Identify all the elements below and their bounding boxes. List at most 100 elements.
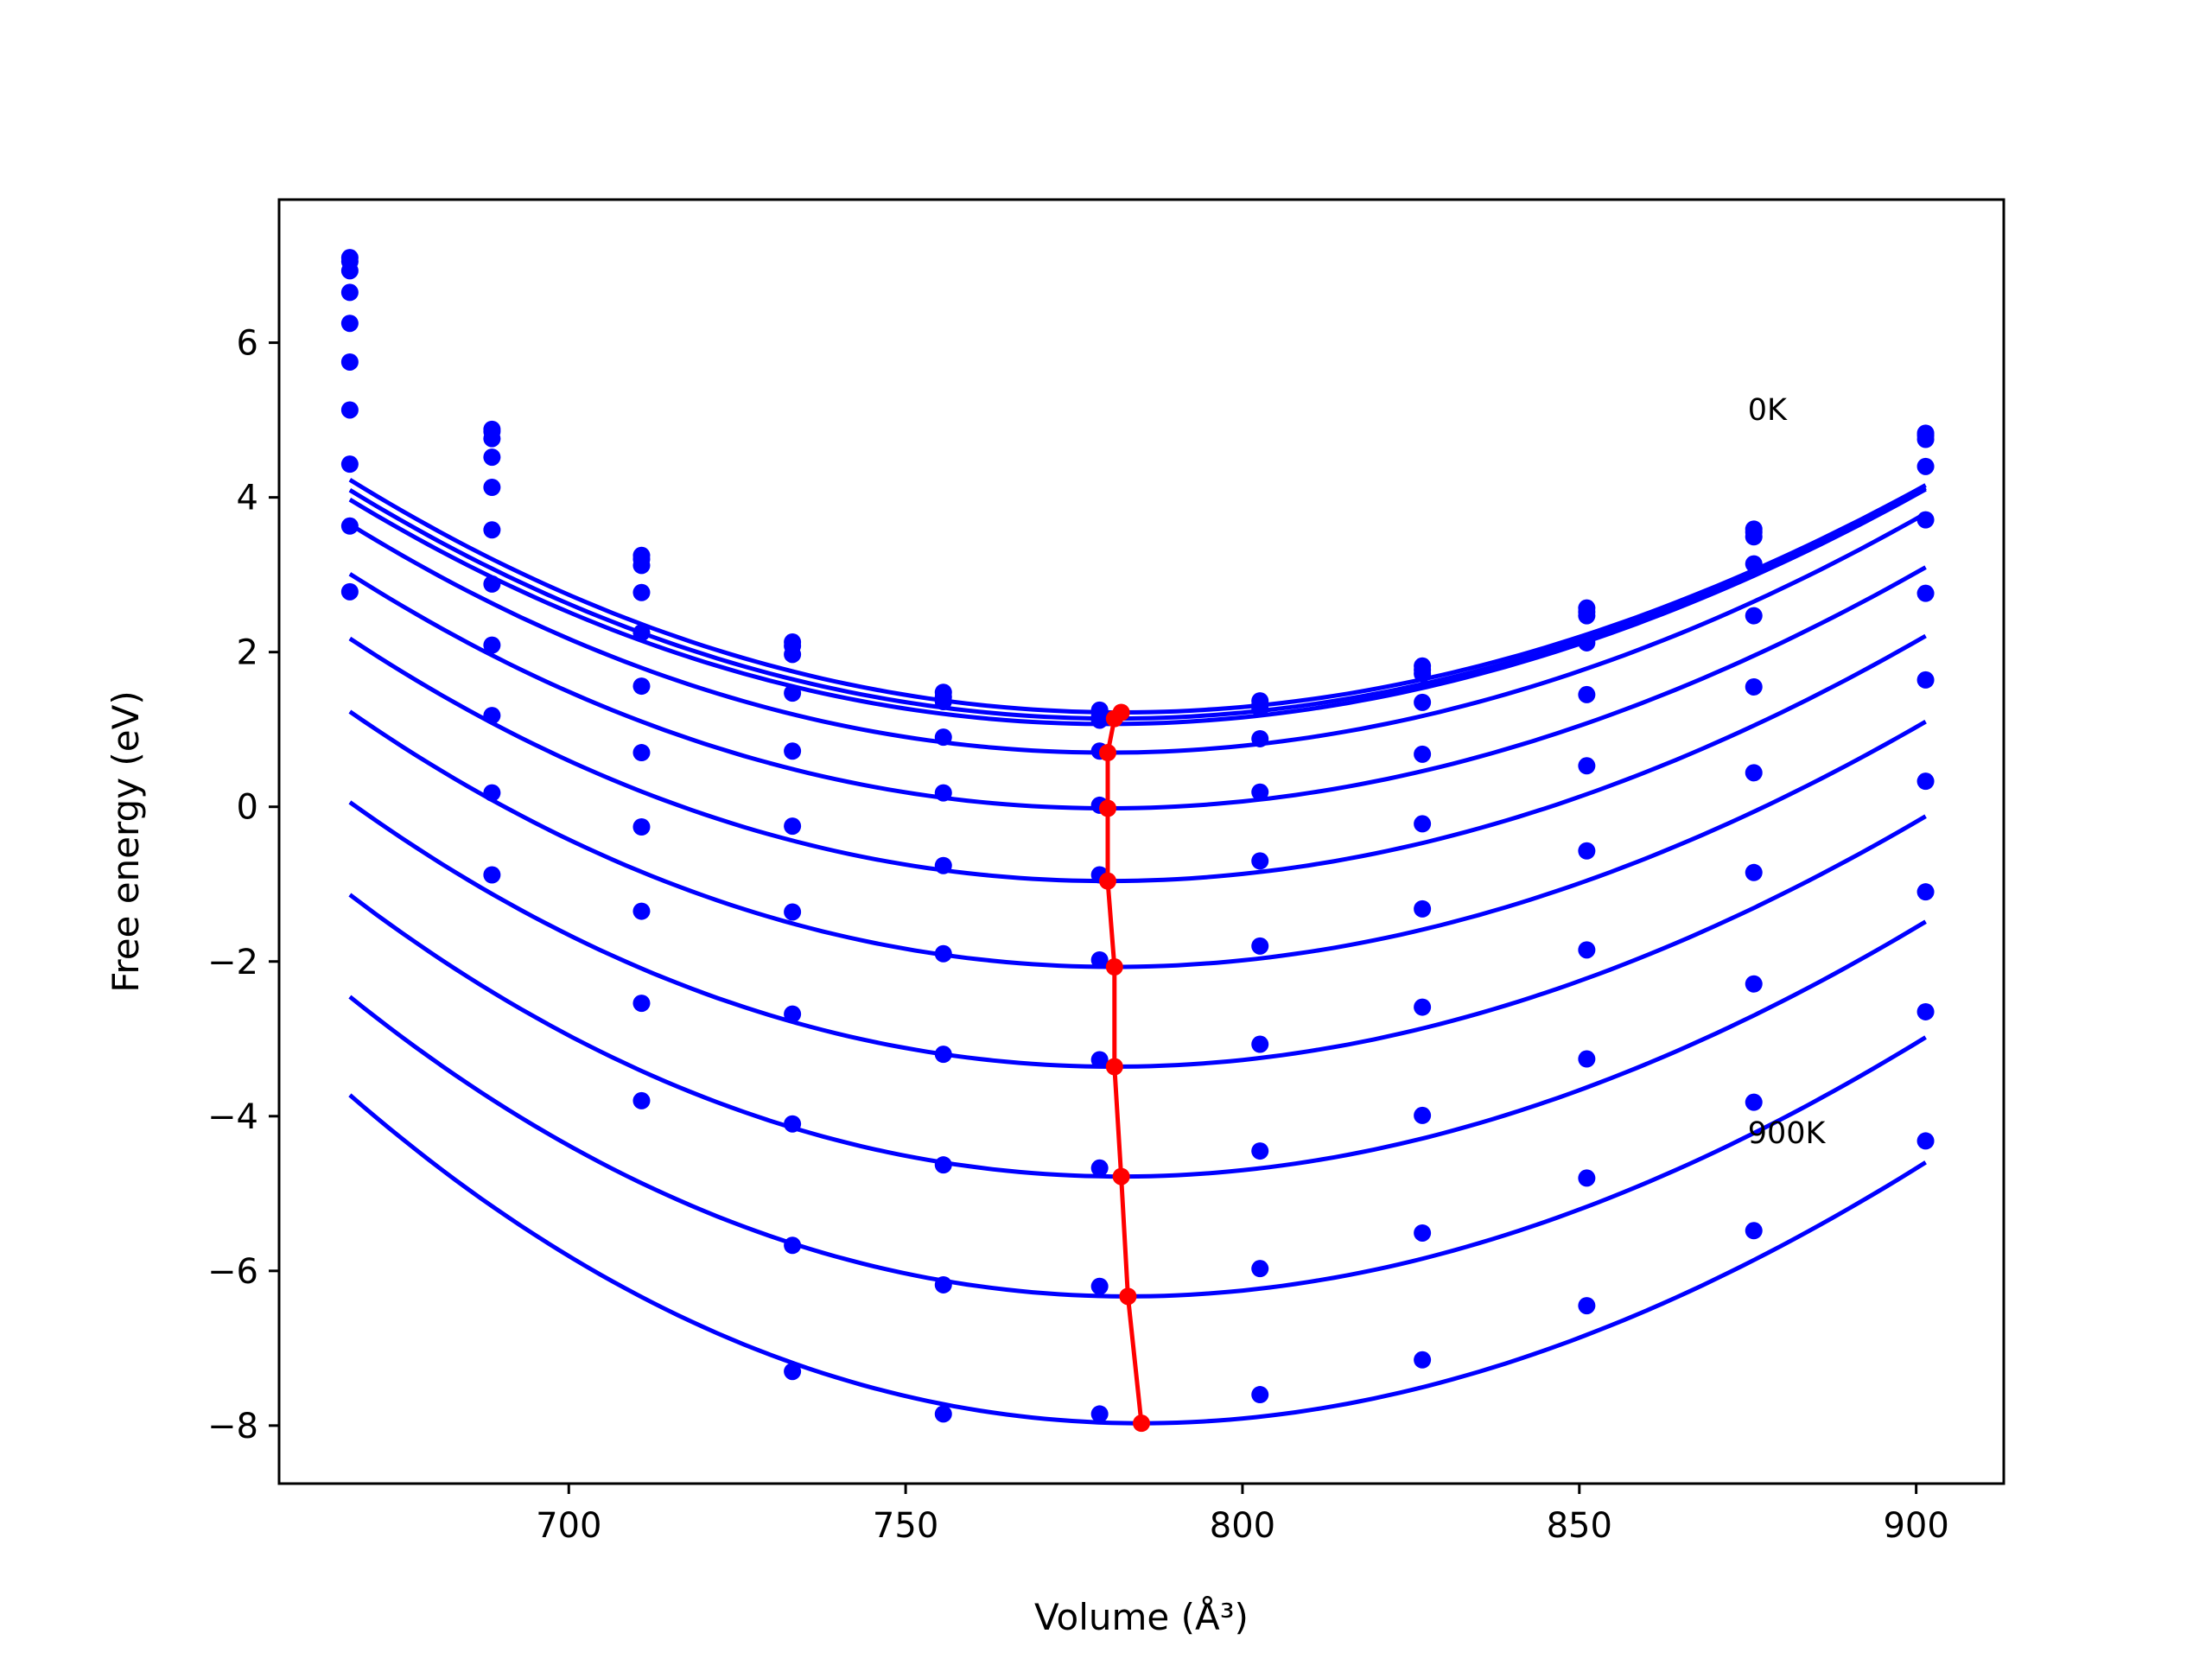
data-point-6-5 [1090, 950, 1109, 969]
x-axis-ticks: 700 750 800 850 900 [536, 1484, 1949, 1546]
minimum-point-8 [1119, 1287, 1137, 1306]
data-point-7-1 [483, 636, 501, 654]
data-point-10-1 [483, 866, 501, 884]
data-point-7-0 [340, 455, 359, 474]
data-point-3-0 [340, 283, 359, 302]
data-point-7-8 [1578, 941, 1596, 959]
y-tick-label-3: −2 [207, 943, 258, 982]
data-point-10-9 [1745, 1222, 1763, 1240]
data-point-4-7 [1414, 745, 1432, 763]
fit-curve-9 [348, 995, 1927, 1299]
data-point-4-10 [1916, 511, 1935, 529]
data-point-8-2 [632, 902, 651, 920]
y-tick-label-4: 0 [237, 788, 258, 828]
data-point-10-6 [1251, 1386, 1269, 1404]
y-axis-title: Free energy (eV) [105, 690, 147, 993]
data-point-3-2 [632, 583, 651, 601]
y-tick-label-5: 2 [237, 633, 258, 673]
data-point-10-10 [1916, 1132, 1935, 1150]
data-point-7-9 [1745, 863, 1763, 881]
data-point-2-10 [1916, 430, 1935, 448]
minimum-point-2 [1099, 744, 1117, 762]
data-point-8-5 [1090, 1159, 1109, 1177]
data-point-2-0 [340, 262, 359, 280]
data-point-8-1 [483, 707, 501, 725]
fit-curve-2 [348, 487, 1927, 727]
data-point-5-10 [1916, 584, 1935, 602]
data-point-10-8 [1578, 1297, 1596, 1315]
data-point-4-3 [784, 742, 802, 760]
data-point-6-0 [340, 401, 359, 419]
data-point-2-1 [483, 429, 501, 448]
data-point-5-1 [483, 521, 501, 539]
data-point-8-9 [1745, 975, 1763, 993]
data-point-5-8 [1578, 757, 1596, 775]
x-tick-label-4: 900 [1883, 1506, 1948, 1546]
data-point-2-5 [1090, 711, 1109, 729]
minimum-point-3 [1099, 799, 1117, 817]
data-point-6-9 [1745, 764, 1763, 782]
data-point-4-1 [483, 479, 501, 497]
data-point-9-5 [1090, 1277, 1109, 1295]
data-point-4-0 [340, 315, 359, 333]
fit-curve-8 [348, 893, 1927, 1179]
data-point-5-2 [632, 677, 651, 696]
data-point-5-7 [1414, 815, 1432, 833]
data-point-9-9 [1745, 1093, 1763, 1111]
data-point-2-7 [1414, 664, 1432, 683]
data-point-2-4 [934, 692, 952, 710]
fit-curve-5 [348, 633, 1927, 884]
y-axis-ticks: −8 −6 −4 −2 0 2 4 6 [207, 324, 279, 1446]
data-point-6-8 [1578, 842, 1596, 860]
data-point-9-1 [483, 784, 501, 802]
data-point-8-4 [934, 1156, 952, 1174]
data-point-9-2 [632, 995, 651, 1013]
data-point-9-6 [1251, 1260, 1269, 1278]
data-point-6-10 [1916, 671, 1935, 689]
data-point-6-4 [934, 944, 952, 963]
data-point-9-10 [1916, 1002, 1935, 1020]
fit-curve-0 [348, 478, 1927, 715]
data-point-9-4 [934, 1275, 952, 1294]
data-point-2-6 [1251, 700, 1269, 718]
x-tick-label-1: 750 [873, 1506, 938, 1546]
data-point-10-4 [934, 1405, 952, 1423]
minimum-line [1105, 710, 1144, 1424]
data-point-9-8 [1578, 1169, 1596, 1187]
data-point-6-3 [784, 903, 802, 921]
data-point-3-3 [784, 684, 802, 702]
y-tick-label-7: 6 [237, 324, 258, 364]
minimum-point-6 [1105, 1058, 1123, 1076]
data-point-6-1 [483, 575, 501, 593]
data-point-8-6 [1251, 1142, 1269, 1160]
fit-curve-6 [348, 709, 1927, 969]
data-point-3-8 [1578, 633, 1596, 652]
annotation-0: 0K [1748, 393, 1788, 428]
minimum-point-9 [1133, 1414, 1150, 1433]
data-point-7-2 [632, 817, 651, 836]
data-point-4-4 [934, 784, 952, 802]
data-point-3-9 [1745, 555, 1763, 573]
data-point-7-10 [1916, 772, 1935, 791]
minimum-line-group [1099, 703, 1150, 1433]
data-point-7-3 [784, 1005, 802, 1023]
minimum-point-1 [1105, 709, 1123, 728]
data-point-7-5 [1090, 1051, 1109, 1069]
annotation-1: 900K [1748, 1116, 1827, 1151]
data-point-6-6 [1251, 937, 1269, 955]
y-tick-label-1: −6 [207, 1252, 258, 1292]
fit-curve-1 [348, 486, 1927, 721]
data-point-3-10 [1916, 457, 1935, 475]
data-point-7-6 [1251, 1035, 1269, 1053]
data-point-4-6 [1251, 783, 1269, 801]
data-point-5-3 [784, 817, 802, 836]
data-point-2-8 [1578, 607, 1596, 625]
data-point-6-2 [632, 744, 651, 762]
data-point-7-7 [1414, 998, 1432, 1016]
data-point-10-5 [1090, 1405, 1109, 1423]
data-point-6-7 [1414, 899, 1432, 918]
data-point-8-7 [1414, 1106, 1432, 1124]
minimum-point-5 [1105, 958, 1123, 976]
data-point-8-10 [1916, 883, 1935, 901]
data-point-2-2 [632, 556, 651, 575]
